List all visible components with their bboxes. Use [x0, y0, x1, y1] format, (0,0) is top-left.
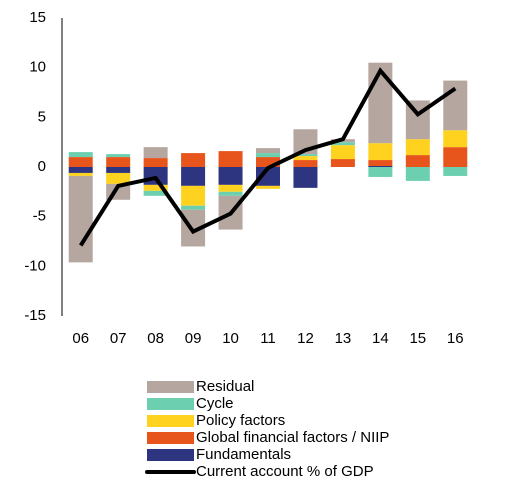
bar-segment: [218, 184, 243, 192]
bar-segment: [143, 190, 168, 196]
x-tick-label: 06: [72, 330, 89, 347]
bar-segment: [368, 166, 393, 167]
bar-segment: [330, 142, 355, 146]
bar-segment: [443, 147, 468, 167]
bar-segment: [143, 147, 168, 159]
bar-segment: [68, 157, 93, 167]
y-tick-label: -5: [33, 208, 46, 225]
x-tick-label: 08: [147, 330, 164, 347]
bar-segment: [293, 154, 318, 157]
bar-segment: [218, 151, 243, 167]
bar-segment: [181, 205, 206, 210]
x-tick-label: 12: [297, 330, 314, 347]
bar-segment: [256, 167, 280, 186]
bar-segment: [330, 145, 355, 160]
legend-swatch: [147, 449, 194, 461]
x-tick-label: 13: [335, 330, 352, 347]
y-tick-label: 0: [38, 158, 46, 175]
legend-label: Cycle: [196, 395, 234, 412]
bar-segment: [256, 148, 280, 154]
legend-label: Global financial factors / NIIP: [196, 429, 389, 446]
legend-label: Fundamentals: [196, 446, 291, 463]
bar-segment: [368, 143, 393, 161]
bar-segment: [68, 167, 93, 173]
bar-segment: [218, 167, 243, 185]
bar-segment: [405, 139, 430, 156]
legend-swatch: [147, 398, 194, 410]
bar-segment: [181, 185, 206, 206]
bar-segment: [293, 167, 318, 188]
bar-segment: [68, 175, 93, 263]
legend-swatch: [147, 381, 194, 393]
bar-segment: [181, 153, 206, 167]
x-tick-label: 11: [260, 330, 276, 347]
y-tick-label: 15: [29, 9, 46, 26]
y-tick-label: 10: [29, 59, 46, 76]
bar-segment: [443, 167, 468, 176]
x-tick-label: 07: [110, 330, 127, 347]
legend-swatch: [147, 415, 194, 427]
bar-segment: [143, 184, 168, 191]
bar-segment: [256, 157, 280, 167]
y-tick-label: -10: [24, 257, 46, 274]
bar-segment: [368, 167, 393, 177]
bar-segment: [293, 160, 318, 167]
legend-label: Current account % of GDP: [196, 463, 374, 480]
bar-segment: [106, 167, 131, 173]
bar-segment: [68, 172, 93, 176]
y-tick-label: 5: [38, 108, 46, 125]
bar-segment: [256, 185, 280, 189]
bar-segment: [443, 80, 468, 131]
bar-segment: [143, 158, 168, 167]
bar-segment: [330, 159, 355, 167]
legend-label: Residual: [196, 378, 254, 395]
bar-segment: [256, 153, 280, 158]
x-tick-label: 15: [409, 330, 426, 347]
x-tick-label: 16: [447, 330, 464, 347]
bar-segment: [181, 167, 206, 186]
x-tick-label: 09: [185, 330, 202, 347]
bar-segment: [405, 155, 430, 167]
legend-swatch: [147, 432, 194, 444]
bar-segment: [443, 130, 468, 148]
bar-segment: [218, 191, 243, 196]
x-tick-label: 10: [222, 330, 239, 347]
line: [79, 67, 457, 247]
bar-segment: [106, 154, 131, 158]
bar-segment: [405, 167, 430, 181]
legend-label: Policy factors: [196, 412, 285, 429]
y-tick-label: -15: [24, 307, 46, 324]
bar-segment: [368, 62, 393, 144]
x-tick-label: 14: [372, 330, 389, 347]
bar-segment: [106, 157, 131, 167]
bar-segment: [106, 172, 131, 184]
bar-segment: [293, 156, 318, 161]
bar-segment: [68, 152, 93, 158]
bar-segment: [368, 160, 393, 167]
